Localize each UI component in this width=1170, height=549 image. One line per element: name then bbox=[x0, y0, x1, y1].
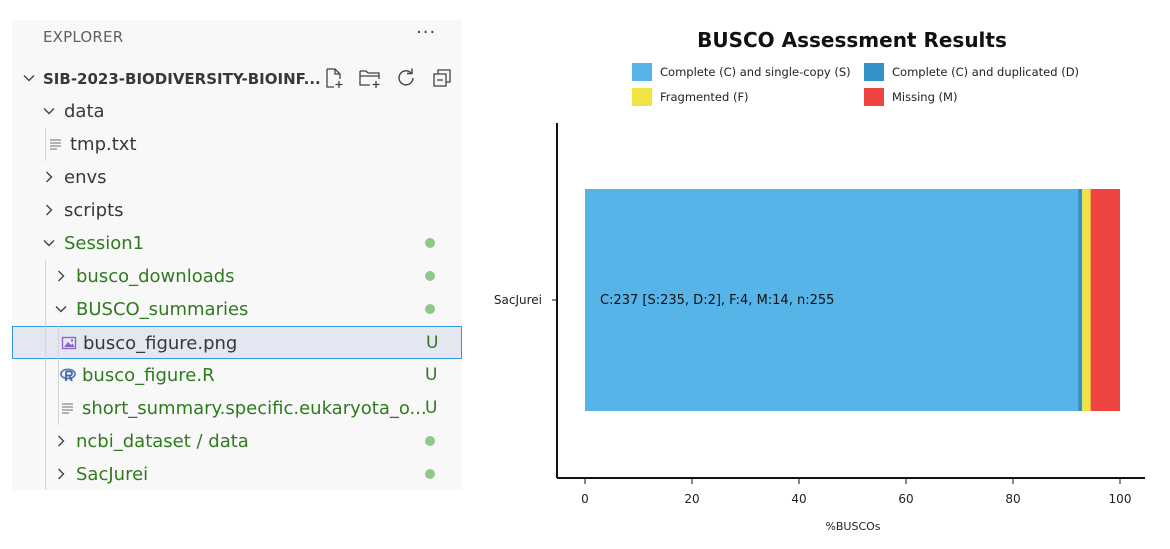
x-tick-label: 20 bbox=[684, 492, 699, 506]
file-name: busco_figure.R bbox=[82, 365, 215, 386]
more-actions-icon[interactable]: ··· bbox=[416, 22, 437, 43]
x-tick-label: 0 bbox=[581, 492, 589, 506]
legend-label: Fragmented (F) bbox=[660, 90, 749, 104]
refresh-icon[interactable] bbox=[394, 66, 418, 90]
new-folder-icon[interactable] bbox=[357, 66, 383, 90]
legend-label: Complete (C) and duplicated (D) bbox=[892, 65, 1080, 79]
chevron-down-icon bbox=[22, 71, 36, 85]
workspace-row[interactable]: SIB-2023-BIODIVERSITY-BIOINF... bbox=[12, 62, 462, 95]
bar-segment-2 bbox=[1078, 189, 1083, 411]
chart-title: BUSCO Assessment Results bbox=[697, 28, 1007, 52]
x-axis-label: %BUSCOs bbox=[825, 520, 880, 533]
bar-segment-3 bbox=[1082, 189, 1091, 411]
file-row-busco-figure-png[interactable]: busco_figure.png U bbox=[12, 326, 462, 359]
indent-guide bbox=[45, 128, 46, 161]
legend-swatch bbox=[632, 88, 652, 106]
x-tick-label: 60 bbox=[898, 492, 913, 506]
bar-segment-4 bbox=[1090, 189, 1120, 411]
git-modified-dot bbox=[425, 304, 435, 314]
chevron-down-icon bbox=[54, 302, 68, 316]
git-modified-dot bbox=[425, 436, 435, 446]
text-file-icon bbox=[48, 136, 64, 152]
folder-row-ncbi-dataset-data[interactable]: ncbi_dataset / data bbox=[12, 425, 462, 458]
chevron-right-icon bbox=[42, 203, 56, 217]
folder-row-session1[interactable]: Session1 bbox=[12, 227, 462, 260]
file-row-tmp-txt[interactable]: tmp.txt bbox=[12, 128, 462, 161]
folder-name: BUSCO_summaries bbox=[76, 299, 249, 320]
folder-name: envs bbox=[64, 167, 107, 188]
text-file-icon bbox=[60, 400, 76, 416]
folder-row-sacjurei[interactable]: SacJurei bbox=[12, 458, 462, 491]
git-untracked-badge: U bbox=[425, 398, 438, 418]
bar-annotation: C:237 [S:235, D:2], F:4, M:14, n:255 bbox=[600, 293, 834, 308]
legend-swatch bbox=[864, 63, 884, 81]
workspace-actions bbox=[322, 66, 462, 90]
collapse-all-icon[interactable] bbox=[430, 66, 454, 90]
legend-label: Missing (M) bbox=[892, 90, 958, 104]
folder-row-scripts[interactable]: scripts bbox=[12, 194, 462, 227]
workspace-name: SIB-2023-BIODIVERSITY-BIOINF... bbox=[43, 70, 321, 88]
new-file-icon[interactable] bbox=[322, 66, 346, 90]
git-untracked-badge: U bbox=[426, 333, 439, 353]
folder-name: scripts bbox=[64, 200, 124, 221]
legend-swatch bbox=[632, 63, 652, 81]
folder-name: data bbox=[64, 101, 105, 122]
y-category-label: SacJurei bbox=[494, 293, 542, 307]
chevron-right-icon bbox=[54, 434, 68, 448]
folder-name: SacJurei bbox=[76, 464, 149, 485]
folder-row-data[interactable]: data bbox=[12, 95, 462, 128]
file-name: short_summary.specific.eukaryota_o... bbox=[82, 398, 427, 419]
x-tick-label: 40 bbox=[791, 492, 806, 506]
x-tick-label: 80 bbox=[1005, 492, 1020, 506]
chevron-right-icon bbox=[54, 269, 68, 283]
folder-name: ncbi_dataset / data bbox=[76, 431, 249, 452]
folder-name: Session1 bbox=[64, 233, 145, 254]
explorer-title: EXPLORER bbox=[43, 28, 124, 46]
indent-guide bbox=[45, 260, 46, 490]
git-untracked-badge: U bbox=[425, 365, 438, 385]
folder-row-busco-summaries[interactable]: BUSCO_summaries bbox=[12, 293, 462, 326]
file-name: busco_figure.png bbox=[83, 333, 238, 354]
chevron-down-icon bbox=[42, 104, 56, 118]
indent-guide bbox=[58, 326, 59, 425]
folder-name: busco_downloads bbox=[76, 266, 235, 287]
legend-label: Complete (C) and single-copy (S) bbox=[660, 65, 851, 79]
folder-row-envs[interactable]: envs bbox=[12, 161, 462, 194]
git-modified-dot bbox=[425, 469, 435, 479]
x-tick-label: 100 bbox=[1109, 492, 1132, 506]
file-name: tmp.txt bbox=[70, 134, 137, 155]
git-modified-dot bbox=[425, 271, 435, 281]
folder-row-busco-downloads[interactable]: busco_downloads bbox=[12, 260, 462, 293]
chevron-down-icon bbox=[42, 236, 56, 250]
file-row-short-summary-specific-eukaryota-o[interactable]: short_summary.specific.eukaryota_o... U bbox=[12, 392, 462, 425]
chevron-right-icon bbox=[42, 170, 56, 184]
legend-swatch bbox=[864, 88, 884, 106]
chevron-right-icon bbox=[54, 467, 68, 481]
r-file-icon bbox=[60, 367, 76, 383]
explorer-panel: EXPLORER ··· SIB-2023-BIODIVERSITY-BIOIN… bbox=[12, 20, 462, 490]
image-file-icon bbox=[61, 335, 77, 351]
file-row-busco-figure-r[interactable]: busco_figure.R U bbox=[12, 359, 462, 392]
bar-segment-1 bbox=[585, 189, 1079, 411]
git-modified-dot bbox=[425, 238, 435, 248]
